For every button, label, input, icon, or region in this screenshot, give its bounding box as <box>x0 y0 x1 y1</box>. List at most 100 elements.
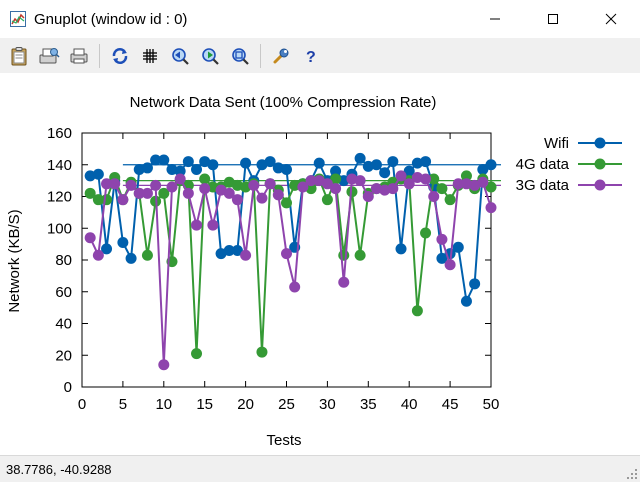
x-tick-label: 20 <box>237 396 254 413</box>
data-point-wifi <box>354 152 366 164</box>
toolbar: ? <box>0 38 640 73</box>
minimize-button[interactable] <box>466 0 524 38</box>
data-point-4g-data <box>321 194 333 206</box>
data-point-3g-data <box>264 178 276 190</box>
toggle-grid-button[interactable] <box>138 44 162 68</box>
data-point-3g-data <box>272 189 284 201</box>
status-bar: 38.7786, -40.9288 <box>0 455 640 482</box>
data-point-3g-data <box>281 248 292 260</box>
data-point-3g-data <box>166 181 178 193</box>
data-point-wifi <box>101 243 113 255</box>
x-tick-label: 45 <box>442 396 459 413</box>
data-point-4g-data <box>231 179 243 191</box>
help-button[interactable]: ? <box>299 44 323 68</box>
data-point-wifi <box>485 159 497 171</box>
data-point-4g-data <box>92 194 104 206</box>
data-point-3g-data <box>117 194 129 206</box>
data-point-4g-data <box>101 194 113 206</box>
x-tick-label: 0 <box>78 396 86 413</box>
unzoom-button[interactable] <box>228 44 252 68</box>
data-point-wifi <box>150 154 162 166</box>
data-point-wifi <box>387 156 399 168</box>
data-point-4g-data <box>158 187 170 199</box>
y-tick-label: 160 <box>47 125 72 142</box>
data-point-3g-data <box>395 170 407 182</box>
data-point-wifi <box>223 244 235 256</box>
data-point-4g-data <box>444 194 456 206</box>
close-icon <box>605 13 617 25</box>
data-point-3g-data <box>297 181 309 193</box>
data-point-3g-data <box>370 183 382 195</box>
y-tick-label: 60 <box>55 284 72 301</box>
data-point-3g-data <box>477 176 489 188</box>
zoom-next-icon <box>202 47 219 65</box>
gnuplot-app-icon <box>10 11 26 27</box>
data-point-3g-data <box>321 178 333 190</box>
replot-button[interactable] <box>108 44 132 68</box>
data-point-3g-data <box>436 233 448 245</box>
data-point-3g-data <box>92 249 104 261</box>
data-point-4g-data <box>460 170 472 182</box>
zoom-next-button[interactable] <box>198 44 222 68</box>
data-point-4g-data <box>199 173 211 185</box>
data-point-wifi <box>370 159 382 171</box>
data-point-4g-data <box>436 183 448 195</box>
resize-grip-icon[interactable] <box>626 468 638 480</box>
data-point-3g-data <box>354 175 366 187</box>
print-button[interactable] <box>67 44 91 68</box>
print-preview-button[interactable] <box>37 44 61 68</box>
data-point-wifi <box>92 168 104 180</box>
data-point-wifi <box>379 167 391 179</box>
toolbar-separator <box>99 43 100 68</box>
x-tick-label: 10 <box>155 396 172 413</box>
data-point-3g-data <box>387 183 399 195</box>
data-point-3g-data <box>150 179 162 191</box>
data-point-wifi <box>420 156 432 168</box>
legend-label-wifi: Wifi <box>544 135 569 152</box>
zoom-previous-button[interactable] <box>168 44 192 68</box>
data-point-wifi <box>231 244 243 256</box>
data-point-wifi <box>362 160 374 172</box>
y-tick-label: 140 <box>47 157 72 174</box>
title-bar: Gnuplot (window id : 0) <box>0 0 640 38</box>
data-point-4g-data <box>411 305 423 317</box>
close-button[interactable] <box>582 0 640 38</box>
data-point-wifi <box>469 278 481 290</box>
legend-marker-4g-data <box>594 158 606 170</box>
legend-marker-wifi <box>594 137 606 149</box>
data-point-3g-data <box>231 194 243 206</box>
data-point-3g-data <box>428 191 440 202</box>
maximize-button[interactable] <box>524 0 582 38</box>
plot-canvas[interactable]: Network Data Sent (100% Compression Rate… <box>0 73 640 454</box>
x-axis-label: Tests <box>266 432 301 449</box>
data-point-3g-data <box>182 187 194 199</box>
options-wrench-icon <box>273 48 289 63</box>
data-point-4g-data <box>84 187 96 199</box>
options-button[interactable] <box>269 44 293 68</box>
data-point-4g-data <box>338 249 350 261</box>
x-tick-label: 35 <box>360 396 377 413</box>
data-point-3g-data <box>305 175 317 187</box>
data-point-wifi <box>477 164 489 176</box>
y-tick-label: 20 <box>55 347 72 364</box>
data-point-wifi <box>240 157 252 169</box>
copy-to-clipboard-button[interactable] <box>7 44 31 68</box>
data-point-wifi <box>174 165 186 177</box>
data-point-3g-data <box>141 187 153 199</box>
legend-label-4g-data: 4G data <box>516 156 570 173</box>
x-tick-label: 5 <box>119 396 127 413</box>
data-point-wifi <box>313 157 325 169</box>
data-point-wifi <box>452 241 464 253</box>
data-point-3g-data <box>207 219 219 231</box>
help-icon: ? <box>306 49 316 65</box>
chart[interactable]: Network Data Sent (100% Compression Rate… <box>0 73 640 454</box>
data-point-3g-data <box>191 219 203 231</box>
data-point-wifi <box>281 164 292 176</box>
legend-label-3g-data: 3G data <box>516 177 570 194</box>
data-point-3g-data <box>460 178 472 190</box>
data-point-3g-data <box>403 178 415 190</box>
minimize-icon <box>490 18 500 20</box>
data-point-4g-data <box>256 346 268 358</box>
mouse-coordinates: 38.7786, -40.9288 <box>6 461 112 477</box>
data-point-4g-data <box>346 186 358 198</box>
